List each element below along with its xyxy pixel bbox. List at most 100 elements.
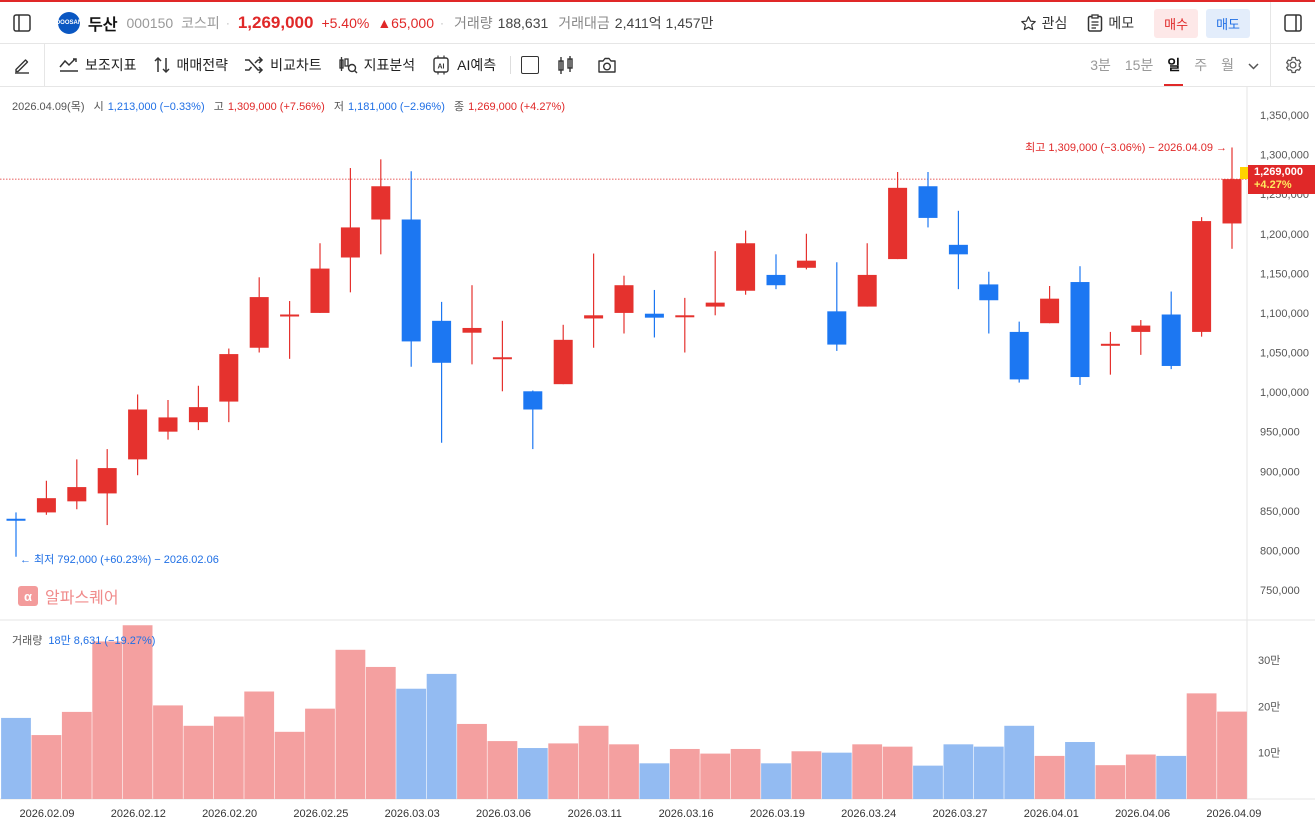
candle-body	[614, 285, 634, 313]
volume-bar	[122, 625, 153, 799]
volume-bar	[548, 743, 579, 799]
stock-code: 000150	[126, 14, 174, 31]
analysis-tool[interactable]: 지표분석	[338, 55, 415, 75]
select-area-button[interactable]	[521, 56, 540, 74]
candle-body	[6, 518, 26, 521]
candle-body	[918, 186, 938, 218]
market-name: 코스피	[181, 14, 220, 31]
period-week[interactable]: 주	[1194, 57, 1208, 73]
candle-body	[188, 407, 208, 423]
shuffle-icon	[245, 56, 264, 74]
candle-body	[979, 284, 999, 301]
change-rate: +5.40%	[321, 14, 370, 31]
memo-label: 메모	[1108, 15, 1135, 31]
toolbar-divider	[510, 56, 512, 74]
volume-bar	[61, 711, 92, 799]
memo-button[interactable]: 메모	[1087, 13, 1134, 33]
volume-bar	[1217, 711, 1247, 799]
price-tick-label: 1,100,000	[1260, 308, 1309, 320]
date-tick-label: 2026.03.06	[476, 808, 531, 820]
volume-bar	[1, 717, 31, 799]
date-tick-label: 2026.03.11	[568, 808, 622, 820]
open-value: 1,213,000 (−0.33%)	[107, 101, 205, 113]
period-dropdown[interactable]	[1248, 44, 1259, 86]
candle-body	[67, 487, 87, 502]
watermark-text: 알파스퀘어	[45, 590, 119, 607]
volume-bar	[92, 641, 123, 799]
right-panel-toggle-button[interactable]	[1270, 2, 1315, 44]
price-chart[interactable]: 1,350,0001,300,0001,250,0001,200,0001,15…	[0, 87, 1315, 825]
strategy-tool[interactable]: 매매전략	[153, 55, 229, 75]
current-price-tag-rate: +4.27%	[1254, 179, 1292, 191]
chevron-down-icon	[1248, 63, 1259, 70]
date-tick-label: 2026.03.27	[932, 808, 987, 820]
volume-bar	[305, 708, 335, 799]
volume-bar	[1125, 754, 1156, 799]
date-tick-label: 2026.03.24	[841, 808, 896, 820]
sell-button[interactable]: 매도	[1206, 8, 1250, 38]
price-tick-label: 800,000	[1260, 545, 1300, 557]
volume-bar	[852, 744, 883, 799]
candle-body	[1131, 325, 1151, 332]
high-value: 1,309,000 (+7.56%)	[227, 101, 325, 113]
date-tick-label: 2026.02.20	[202, 808, 257, 820]
candle-body	[675, 315, 695, 318]
volume-bar	[335, 649, 366, 799]
low-annotation: ← 최저 792,000 (+60.23%) − 2026.02.06	[20, 554, 219, 566]
chart-type-button[interactable]	[557, 55, 581, 75]
price-tick-label: 850,000	[1260, 506, 1300, 518]
sidebar-toggle-button[interactable]	[0, 2, 44, 44]
panel-right-icon	[1284, 14, 1302, 32]
screenshot-button[interactable]	[597, 56, 623, 74]
date-tick-label: 2026.04.01	[1024, 808, 1079, 820]
panel-left-icon	[13, 13, 31, 32]
candle-body	[948, 244, 968, 255]
date-tick-label: 2026.04.06	[1115, 808, 1170, 820]
period-3min[interactable]: 3분	[1090, 57, 1111, 73]
volume-bar	[639, 763, 670, 799]
candle-body	[1009, 331, 1029, 380]
gear-icon	[1286, 56, 1302, 74]
stock-name: 두산	[88, 16, 118, 34]
date-tick-label: 2026.04.09	[1206, 808, 1261, 820]
volume-bar	[882, 746, 913, 799]
volume-bar	[973, 746, 1004, 799]
period-month[interactable]: 월	[1221, 57, 1234, 73]
strategy-label: 매매전략	[176, 57, 229, 73]
compare-tool[interactable]: 비교차트	[244, 55, 322, 75]
buy-button[interactable]: 매수	[1154, 8, 1199, 38]
amount-value: 2,411억 1,457만	[614, 14, 714, 31]
open-label: 시	[93, 101, 104, 113]
ai-forecast-tool[interactable]: AI AI예측	[431, 55, 496, 75]
candlestick-icon	[558, 56, 573, 74]
volume-bar	[700, 753, 731, 799]
date-tick-label: 2026.02.12	[111, 808, 166, 820]
date-tick-label: 2026.03.03	[385, 808, 440, 820]
volume-tick-label: 10만	[1258, 747, 1280, 760]
ohlc-date: 2026.04.09(목)	[12, 101, 85, 113]
price-tick-label: 950,000	[1260, 427, 1300, 439]
candle-body	[249, 297, 269, 348]
compare-label: 비교차트	[270, 57, 322, 73]
candle-body	[1100, 343, 1120, 346]
period-day[interactable]: 일	[1164, 44, 1184, 86]
settings-button[interactable]	[1270, 44, 1315, 86]
volume-bar	[1065, 742, 1095, 799]
date-tick-label: 2026.03.19	[750, 808, 805, 820]
volume-panel-info: 거래량 18만 8,631 (−19.27%)	[12, 632, 155, 648]
period-15min[interactable]: 15분	[1124, 57, 1154, 73]
volume-bar	[244, 691, 275, 799]
price-tick-label: 1,150,000	[1260, 268, 1309, 280]
watchlist-button[interactable]: 관심	[1020, 13, 1067, 33]
close-value: 1,269,000 (+4.27%)	[468, 101, 565, 113]
drawing-tool-button[interactable]	[0, 44, 45, 86]
volume-bar	[153, 705, 183, 799]
volume-tick-label: 20만	[1258, 700, 1280, 713]
close-label: 종	[453, 101, 465, 113]
candle-body	[827, 311, 847, 345]
current-price-tag: 1,269,000 +4.27%	[1248, 165, 1315, 194]
candle-body	[705, 302, 725, 307]
volume-bar	[1034, 755, 1065, 799]
low-value: 1,181,000 (−2.96%)	[347, 101, 445, 113]
indicator-tool[interactable]: 보조지표	[59, 55, 137, 75]
